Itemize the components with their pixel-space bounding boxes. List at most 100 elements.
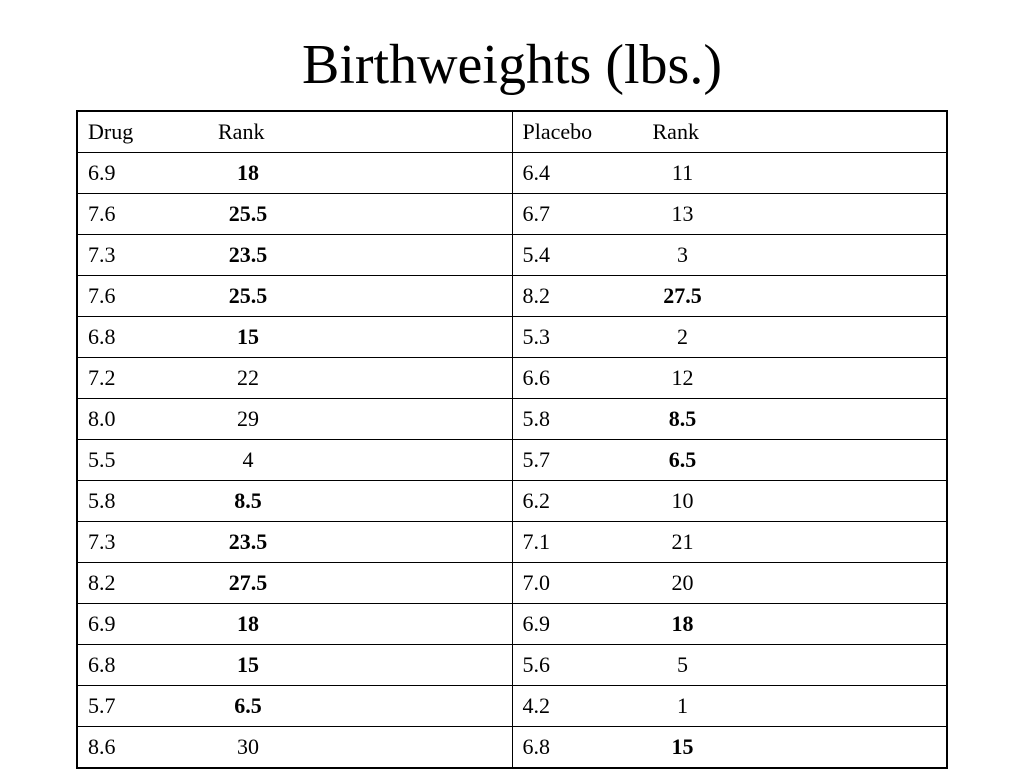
drug-cell: 5.7 6.5	[76, 685, 513, 727]
table-row: 7.3 23.5 5.4 3	[76, 234, 948, 276]
placebo-rank: 20	[671, 570, 694, 595]
drug-rank: 27.5	[228, 570, 268, 595]
drug-value: 8.6	[88, 734, 116, 759]
drug-value: 8.0	[88, 406, 116, 431]
table-row: 7.6 25.5 8.2 27.5	[76, 275, 948, 317]
drug-rank: 22	[237, 365, 259, 390]
placebo-value: 6.2	[522, 488, 551, 513]
placebo-value: 7.1	[522, 529, 551, 554]
placebo-value: 5.8	[522, 406, 551, 431]
drug-rank: 15	[237, 652, 259, 677]
table-row: 7.6 25.5 6.7 13	[76, 193, 948, 235]
placebo-cell: 5.3 2	[511, 316, 948, 358]
placebo-rank: 13	[671, 201, 694, 226]
placebo-header-cell: Placebo Rank	[511, 110, 948, 153]
placebo-value: 6.7	[522, 201, 551, 226]
table-row: 5.7 6.5 4.2 1	[76, 685, 948, 727]
table-row: 6.9 18 6.4 11	[76, 152, 948, 194]
placebo-value: 6.6	[522, 365, 551, 390]
header-row: Drug Rank Placebo Rank	[76, 110, 948, 153]
placebo-value: 5.7	[522, 447, 551, 472]
drug-value: 6.8	[88, 324, 116, 349]
placebo-rank: 11	[671, 160, 694, 185]
placebo-rank: 21	[671, 529, 694, 554]
drug-header: Drug	[88, 119, 134, 144]
placebo-value: 5.6	[522, 652, 551, 677]
table-row: 8.6 30 6.8 15	[76, 726, 948, 769]
drug-value: 7.3	[88, 242, 116, 267]
placebo-rank: 15	[671, 734, 694, 759]
placebo-rank: 8.5	[668, 406, 697, 431]
drug-rank: 4	[242, 447, 254, 472]
drug-value: 7.6	[88, 201, 116, 226]
placebo-cell: 5.7 6.5	[511, 439, 948, 481]
table-row: 7.3 23.5 7.1 21	[76, 521, 948, 563]
drug-value: 7.3	[88, 529, 116, 554]
drug-rank: 25.5	[228, 201, 268, 226]
drug-value: 5.5	[88, 447, 116, 472]
placebo-rank: 6.5	[668, 447, 697, 472]
drug-cell: 7.6 25.5	[76, 193, 513, 235]
placebo-cell: 6.9 18	[511, 603, 948, 645]
placebo-value: 8.2	[522, 283, 551, 308]
placebo-cell: 7.1 21	[511, 521, 948, 563]
placebo-cell: 6.8 15	[511, 726, 948, 769]
drug-cell: 8.0 29	[76, 398, 513, 440]
placebo-value: 4.2	[522, 693, 551, 718]
drug-cell: 6.9 18	[76, 152, 513, 194]
drug-cell: 6.8 15	[76, 644, 513, 686]
drug-value: 7.6	[88, 283, 116, 308]
drug-rank: 23.5	[228, 529, 268, 554]
drug-cell: 5.5 4	[76, 439, 513, 481]
placebo-rank: 3	[677, 242, 688, 267]
placebo-cell: 5.8 8.5	[511, 398, 948, 440]
placebo-cell: 4.2 1	[511, 685, 948, 727]
table-row: 6.8 15 5.3 2	[76, 316, 948, 358]
page-title: Birthweights (lbs.)	[302, 34, 722, 96]
placebo-rank: 10	[671, 488, 694, 513]
placebo-rank: 18	[671, 611, 694, 636]
placebo-cell: 7.0 20	[511, 562, 948, 604]
table-row: 8.2 27.5 7.0 20	[76, 562, 948, 604]
placebo-cell: 6.2 10	[511, 480, 948, 522]
drug-cell: 7.3 23.5	[76, 521, 513, 563]
placebo-rank: 2	[677, 324, 688, 349]
drug-rank: 30	[237, 734, 259, 759]
drug-rank: 23.5	[228, 242, 268, 267]
drug-rank-header: Rank	[218, 119, 265, 144]
drug-value: 5.7	[88, 693, 116, 718]
placebo-cell: 6.6 12	[511, 357, 948, 399]
placebo-cell: 8.2 27.5	[511, 275, 948, 317]
table-row: 5.8 8.5 6.2 10	[76, 480, 948, 522]
drug-value: 5.8	[88, 488, 116, 513]
placebo-cell: 5.6 5	[511, 644, 948, 686]
table-row: 8.0 29 5.8 8.5	[76, 398, 948, 440]
placebo-value: 5.4	[522, 242, 551, 267]
drug-cell: 7.6 25.5	[76, 275, 513, 317]
drug-rank: 25.5	[228, 283, 268, 308]
drug-cell: 6.8 15	[76, 316, 513, 358]
drug-cell: 8.6 30	[76, 726, 513, 769]
drug-value: 6.9	[88, 160, 116, 185]
drug-rank: 18	[237, 160, 259, 185]
placebo-cell: 6.4 11	[511, 152, 948, 194]
drug-rank: 18	[237, 611, 259, 636]
drug-cell: 6.9 18	[76, 603, 513, 645]
drug-header-cell: Drug Rank	[76, 110, 513, 153]
drug-value: 6.8	[88, 652, 116, 677]
drug-rank: 8.5	[234, 488, 262, 513]
placebo-rank-header: Rank	[652, 119, 699, 144]
table-row: 6.9 18 6.9 18	[76, 603, 948, 645]
placebo-rank: 27.5	[663, 283, 702, 308]
placebo-value: 7.0	[522, 570, 551, 595]
placebo-rank: 12	[671, 365, 694, 390]
drug-rank: 29	[237, 406, 259, 431]
drug-cell: 5.8 8.5	[76, 480, 513, 522]
placebo-value: 6.9	[522, 611, 551, 636]
birthweights-table: Drug Rank Placebo Rank 6.9 18 6.4 11 7.6 25.5 6.…	[76, 110, 948, 769]
placebo-rank: 5	[677, 652, 688, 677]
placebo-rank: 1	[677, 693, 688, 718]
table-row: 7.2 22 6.6 12	[76, 357, 948, 399]
placebo-cell: 5.4 3	[511, 234, 948, 276]
drug-value: 7.2	[88, 365, 116, 390]
